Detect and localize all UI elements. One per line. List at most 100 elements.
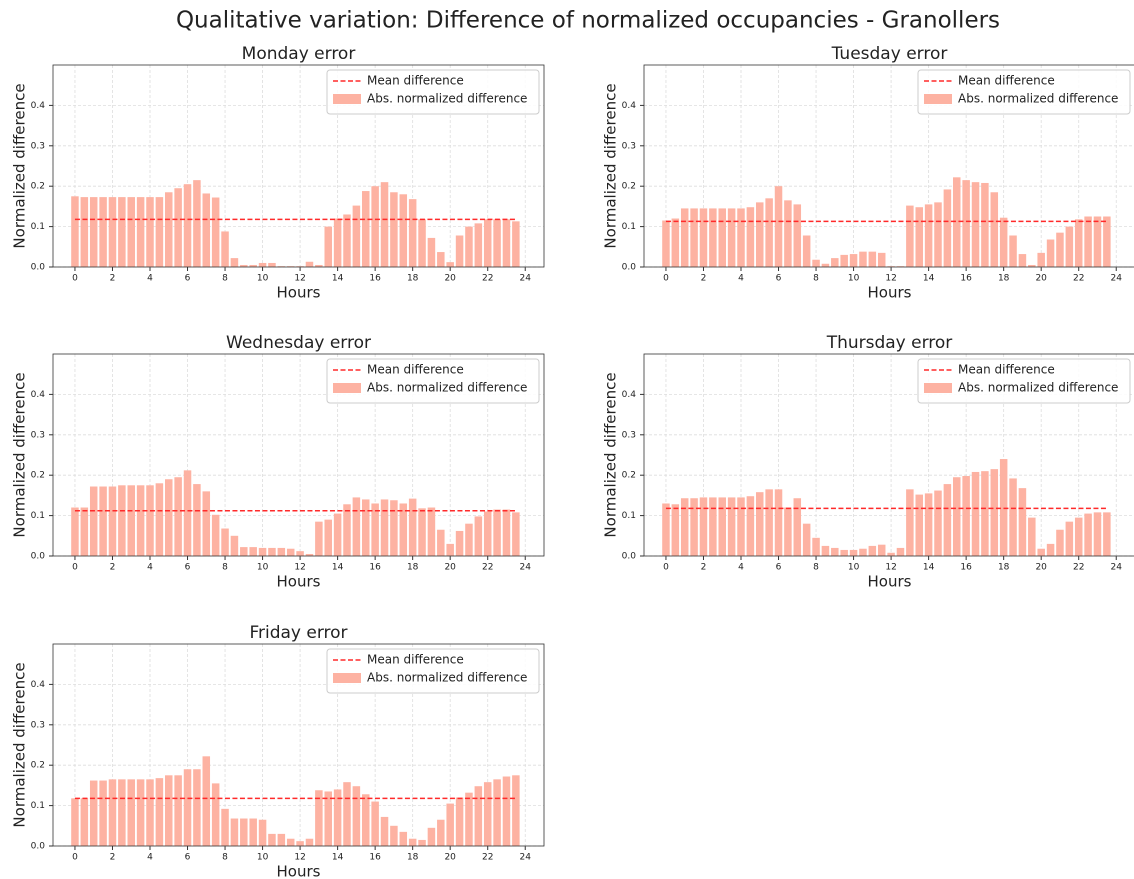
- bar: [286, 838, 295, 846]
- bar: [183, 769, 192, 846]
- bar: [183, 184, 192, 267]
- x-tick-label: 20: [444, 563, 456, 573]
- bar: [155, 197, 164, 267]
- bar: [812, 259, 820, 267]
- x-tick-label: 18: [407, 563, 419, 573]
- bar: [155, 778, 164, 846]
- bar: [80, 507, 89, 556]
- x-tick-label: 14: [332, 853, 344, 863]
- legend-label: Abs. normalized difference: [958, 381, 1118, 395]
- x-tick-label: 16: [369, 274, 381, 284]
- x-tick-label: 2: [701, 563, 707, 573]
- bar: [277, 833, 286, 846]
- bar: [446, 803, 454, 846]
- bar: [118, 197, 126, 267]
- bar: [1046, 239, 1055, 267]
- bar: [999, 217, 1008, 267]
- bar: [258, 547, 267, 556]
- bar: [849, 549, 858, 556]
- y-tick-label: 0.3: [622, 141, 636, 151]
- bar: [408, 498, 417, 556]
- legend-label: Abs. normalized difference: [958, 92, 1118, 106]
- bar: [408, 838, 417, 846]
- bar: [380, 182, 389, 267]
- bar: [343, 214, 351, 267]
- bar: [971, 471, 980, 556]
- x-tick-label: 6: [776, 563, 782, 573]
- bar: [1018, 254, 1027, 267]
- bar: [483, 782, 492, 846]
- y-tick-label: 0.0: [31, 842, 46, 852]
- bar: [943, 189, 952, 267]
- bar: [1037, 548, 1045, 556]
- bar: [840, 549, 848, 556]
- x-tick-label: 22: [1073, 274, 1084, 284]
- bar: [286, 548, 295, 556]
- x-tick-label: 10: [257, 274, 269, 284]
- subplot-title: Thursday error: [826, 333, 953, 353]
- bar: [305, 553, 314, 556]
- bar: [437, 252, 445, 267]
- bar: [512, 512, 520, 556]
- bar: [362, 794, 370, 846]
- bar: [174, 775, 182, 846]
- axes-frame: [643, 353, 1134, 557]
- bar: [296, 266, 304, 267]
- legend-box: [326, 358, 540, 404]
- x-axis-label: Hours: [868, 284, 912, 302]
- bar: [352, 786, 361, 846]
- bar: [493, 509, 501, 556]
- bar: [718, 208, 726, 267]
- bar: [765, 489, 773, 556]
- bar: [249, 547, 257, 556]
- bar: [474, 223, 483, 267]
- subplot-title: Tuesday error: [831, 44, 948, 64]
- bar: [221, 808, 229, 846]
- bar: [1074, 517, 1083, 556]
- bar: [746, 207, 755, 267]
- bar: [155, 483, 164, 556]
- x-tick-label: 18: [407, 274, 419, 284]
- bar: [352, 497, 361, 556]
- x-tick-label: 20: [444, 853, 456, 863]
- bar: [831, 258, 839, 267]
- bar: [324, 791, 332, 846]
- legend-swatch: [924, 383, 952, 393]
- subplot: 0 2 4 6 8 10 12 14 16 18 20 22 240.00.10.20.30.4Wedn…: [11, 333, 545, 591]
- bar: [230, 258, 239, 267]
- bar: [71, 507, 79, 556]
- bar: [455, 797, 464, 846]
- bar: [1056, 529, 1064, 556]
- bar: [268, 547, 276, 556]
- x-tick-label: 16: [369, 853, 381, 863]
- bar: [305, 838, 314, 846]
- bar: [474, 516, 483, 556]
- axes-frame: [52, 643, 545, 847]
- x-axis-label: Hours: [868, 573, 912, 591]
- x-tick-label: 8: [222, 563, 228, 573]
- bar: [934, 490, 942, 556]
- bar: [831, 547, 839, 556]
- legend-label: Mean difference: [367, 74, 464, 88]
- bar: [1028, 517, 1036, 556]
- bar: [662, 503, 670, 556]
- bar: [211, 197, 220, 267]
- x-tick-label: 2: [110, 853, 116, 863]
- bar: [427, 507, 436, 556]
- y-axis-label: Normalized difference: [602, 372, 620, 537]
- bar: [230, 535, 239, 556]
- bar: [512, 221, 520, 267]
- y-axis-label: Normalized difference: [602, 83, 620, 248]
- x-tick-label: 10: [848, 563, 860, 573]
- y-tick-label: 0.0: [31, 263, 46, 273]
- bar: [390, 192, 398, 267]
- x-tick-label: 8: [222, 274, 228, 284]
- x-tick-label: 6: [776, 274, 782, 284]
- bar: [258, 262, 267, 267]
- bar: [71, 196, 79, 267]
- bar: [296, 841, 304, 846]
- bar: [465, 523, 473, 556]
- bar: [690, 498, 698, 556]
- bar: [127, 197, 135, 267]
- bar: [193, 769, 201, 846]
